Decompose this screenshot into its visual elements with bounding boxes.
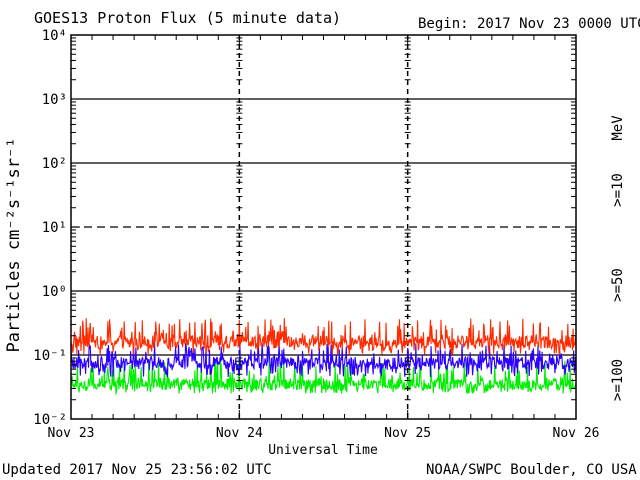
x-tick-label: Nov 23 xyxy=(48,426,95,441)
y-tick-labels: 10⁻² 10⁻¹ 10⁰ 10¹ 10² 10³ 10⁴ xyxy=(33,28,67,428)
legend-series-ge10: >=10 xyxy=(610,173,626,207)
y-tick-label: 10⁻¹ xyxy=(33,348,67,364)
y-axis-label: Particles cm⁻²s⁻¹sr⁻¹ xyxy=(4,138,24,353)
x-tick-label: Nov 24 xyxy=(216,426,263,441)
chart-title: GOES13 Proton Flux (5 minute data) xyxy=(34,9,341,27)
begin-time: Begin: 2017 Nov 23 0000 UTC xyxy=(418,16,640,32)
y-tick-label: 10⁰ xyxy=(42,284,67,300)
x-tick-label: Nov 25 xyxy=(384,426,431,441)
data-source: NOAA/SWPC Boulder, CO USA xyxy=(426,462,637,478)
y-tick-label: 10⁴ xyxy=(42,28,67,44)
y-tick-label: 10¹ xyxy=(42,220,67,236)
updated-timestamp: Updated 2017 Nov 25 23:56:02 UTC xyxy=(2,462,272,478)
series-line-100 xyxy=(70,359,577,396)
series-line-10 xyxy=(70,318,577,356)
y-tick-label: 10³ xyxy=(42,92,67,108)
x-tick-label: Nov 26 xyxy=(553,426,600,441)
x-tick-labels: Nov 23 Nov 24 Nov 25 Nov 26 xyxy=(48,426,600,441)
y-tick-label: 10² xyxy=(42,156,67,172)
legend-series-ge100: >=100 xyxy=(610,359,626,401)
legend-unit: MeV xyxy=(610,115,626,141)
series-group xyxy=(70,318,577,396)
y-tick-label: 10⁻² xyxy=(33,412,67,428)
axes xyxy=(70,34,577,420)
x-axis-label: Universal Time xyxy=(268,443,378,458)
series-line-50 xyxy=(70,342,577,378)
legend-series-ge50: >=50 xyxy=(610,268,626,302)
